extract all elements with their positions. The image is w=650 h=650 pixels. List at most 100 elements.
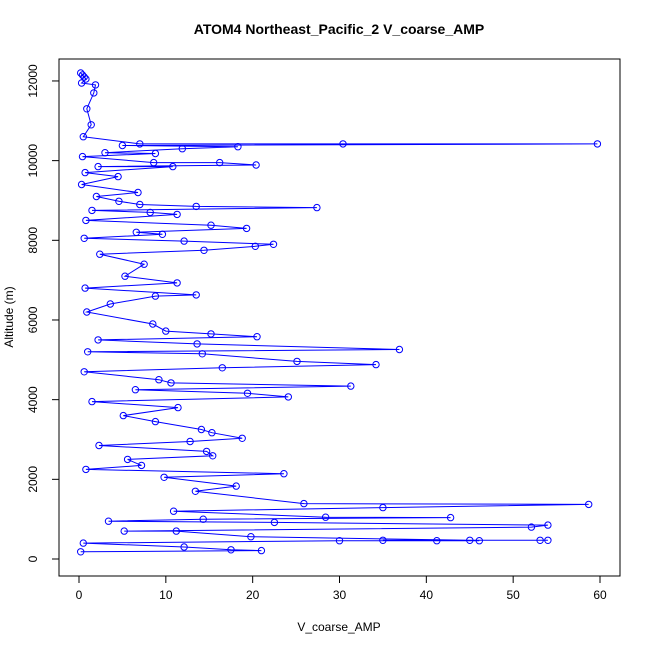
data-point (379, 503, 387, 512)
x-tick-label: 30 (333, 588, 347, 602)
data-point (321, 513, 330, 521)
series-path (80, 72, 598, 553)
x-axis-label: V_coarse_AMP (297, 620, 380, 634)
data-point (232, 482, 240, 490)
data-point (106, 300, 115, 308)
data-point (178, 145, 187, 153)
chart-title: ATOM4 Northeast_Pacific_2 V_coarse_AMP (194, 21, 485, 37)
x-tick-label: 20 (246, 588, 260, 602)
y-tick-label: 2000 (26, 466, 40, 493)
data-point (269, 240, 278, 249)
data-point (84, 348, 92, 356)
data-point (132, 228, 141, 237)
data-point (207, 221, 215, 229)
data-point (80, 73, 88, 81)
data-point (280, 470, 288, 478)
data-point (137, 461, 146, 470)
data-point (227, 546, 235, 554)
data-point (151, 149, 160, 158)
data-point (83, 105, 91, 113)
data-point (216, 158, 224, 167)
data-point (136, 200, 144, 209)
data-point (119, 411, 128, 420)
x-tick-label: 10 (159, 588, 173, 602)
data-point (293, 357, 301, 366)
data-point (433, 537, 441, 545)
data-point (198, 350, 207, 358)
y-tick-label: 8000 (26, 227, 40, 254)
data-point (146, 208, 154, 217)
data-point (104, 517, 113, 525)
data-point (83, 308, 91, 316)
data-point (88, 206, 96, 215)
data-point (87, 121, 95, 129)
y-tick-label: 6000 (26, 306, 40, 333)
series-points (77, 69, 602, 556)
plot-frame (58, 58, 621, 577)
data-point (151, 292, 160, 300)
data-point (234, 143, 242, 151)
data-point (169, 507, 178, 515)
data-point (593, 140, 602, 148)
data-point (186, 437, 194, 446)
data-point (466, 536, 474, 544)
data-point (544, 521, 552, 529)
data-point (197, 425, 206, 434)
data-point (91, 81, 100, 89)
data-point (253, 333, 261, 341)
data-point (173, 210, 181, 219)
data-point (180, 237, 188, 245)
data-point (379, 536, 387, 544)
data-point (200, 246, 208, 255)
data-point (160, 473, 168, 481)
data-point (207, 330, 215, 338)
data-point (242, 224, 251, 233)
data-point (92, 192, 101, 201)
data-point (192, 291, 200, 299)
y-axis-label: Altitude (m) (2, 286, 16, 347)
data-point (151, 417, 160, 426)
data-point (82, 465, 90, 474)
data-point (247, 533, 255, 541)
data-point (527, 523, 536, 531)
y-axis: 0 2000 4000 6000 8000 10000 12000 (26, 64, 60, 562)
y-tick-label: 12000 (26, 64, 40, 98)
data-point (134, 188, 142, 197)
data-point (94, 336, 102, 344)
data-point (140, 260, 148, 268)
data-point (120, 527, 128, 535)
data-point (313, 203, 321, 212)
x-axis: 0 10 20 30 40 50 60 (76, 575, 607, 602)
data-point (218, 364, 227, 372)
data-point (395, 345, 404, 354)
data-point (80, 234, 88, 243)
data-point (536, 536, 544, 544)
data-point (150, 158, 158, 167)
data-point (199, 515, 207, 523)
data-point (202, 447, 211, 456)
data-point (78, 152, 87, 161)
data-point (174, 403, 182, 412)
data-point (123, 455, 132, 464)
data-point (77, 79, 86, 87)
data-point (81, 168, 89, 177)
data-point (82, 75, 90, 83)
data-point (81, 284, 89, 292)
x-tick-label: 0 (76, 588, 83, 602)
data-point (169, 162, 177, 171)
data-point (257, 546, 266, 555)
data-point (121, 272, 129, 280)
series-line (80, 72, 598, 553)
data-point (475, 537, 483, 545)
data-point (193, 340, 201, 348)
data-point (173, 279, 181, 287)
data-point (335, 537, 344, 545)
data-point (372, 360, 380, 369)
data-point (80, 368, 88, 376)
data-point (585, 500, 593, 509)
data-point (149, 320, 157, 328)
y-tick-label: 4000 (26, 386, 40, 413)
data-point (131, 386, 140, 394)
data-point (243, 389, 252, 397)
